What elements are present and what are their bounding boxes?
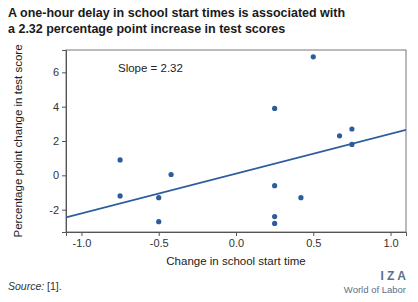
- x-tick: 0.0: [229, 232, 244, 249]
- y-tick-mark: [62, 107, 66, 108]
- point: [272, 106, 277, 111]
- point: [349, 142, 354, 147]
- y-axis-title: Percentage point change in test score: [12, 44, 24, 237]
- title-line: A one-hour delay in school start times i…: [8, 6, 345, 20]
- y-tick-label: 2: [53, 135, 59, 147]
- x-tick: -1.0: [72, 232, 91, 249]
- point: [272, 221, 277, 226]
- source: Source: [1].: [8, 280, 62, 292]
- x-tick: -0.5: [150, 232, 169, 249]
- x-axis-title: Change in school start time: [166, 255, 305, 267]
- chart: A one-hour delay in school start times i…: [0, 0, 418, 302]
- point: [168, 172, 173, 177]
- x-tick: 0.5: [306, 232, 321, 249]
- x-tick-mark: [236, 232, 237, 236]
- point: [272, 214, 277, 219]
- x-tick: 1.0: [383, 232, 398, 249]
- x-tick-mark: [391, 232, 392, 236]
- y-tick-mark: [62, 210, 66, 211]
- y-tick: 4: [53, 101, 66, 113]
- source-ref: [1].: [44, 280, 62, 292]
- y-tick: -2: [49, 204, 66, 216]
- y-tick-mark: [62, 175, 66, 176]
- source-label: Source:: [8, 280, 44, 292]
- logo-wol: World of Labor: [344, 284, 406, 295]
- y-tick-label: 4: [53, 101, 59, 113]
- point: [117, 157, 122, 162]
- plot-frame: [66, 50, 406, 232]
- y-tick: 2: [53, 135, 66, 147]
- point: [272, 183, 277, 188]
- x-tick-label: 0.5: [306, 237, 321, 249]
- y-tick-mark: [62, 141, 66, 142]
- x-tick-mark: [159, 232, 160, 236]
- y-tick-label: -2: [49, 204, 59, 216]
- data-layer: [66, 54, 406, 226]
- y-tick: 6: [53, 66, 66, 78]
- point: [337, 133, 342, 138]
- annotation: Slope = 2.32: [118, 62, 183, 74]
- x-tick-label: -1.0: [72, 237, 91, 249]
- point: [311, 54, 316, 59]
- point: [156, 219, 161, 224]
- point: [298, 195, 303, 200]
- x-tick-label: -0.5: [150, 237, 169, 249]
- y-tick-label: 0: [53, 169, 59, 181]
- x-tick-mark: [81, 232, 82, 236]
- y-axis-line: [62, 51, 67, 233]
- y-axis: -2 0 2 4 6: [49, 51, 66, 233]
- x-tick-label: 0.0: [229, 237, 244, 249]
- title-line: a 2.32 percentage point increase in test…: [8, 22, 285, 36]
- fit-line: [66, 130, 406, 218]
- y-tick: 0: [53, 169, 66, 181]
- y-tick-label: 6: [53, 66, 59, 78]
- x-tick-label: 1.0: [383, 237, 398, 249]
- x-axis-line: [67, 233, 407, 237]
- point: [156, 195, 161, 200]
- plot: -1.0 -0.5 0.0 0.5 1.0 -2 0 2 4 6 Slope = 2.32: [49, 50, 406, 249]
- y-tick-mark: [62, 72, 66, 73]
- x-tick-mark: [313, 232, 314, 236]
- title: A one-hour delay in school start times i…: [8, 6, 345, 36]
- x-axis: -1.0 -0.5 0.0 0.5 1.0: [67, 232, 407, 249]
- logo-iza: I Z A: [380, 269, 406, 283]
- point: [349, 126, 354, 131]
- point: [117, 193, 122, 198]
